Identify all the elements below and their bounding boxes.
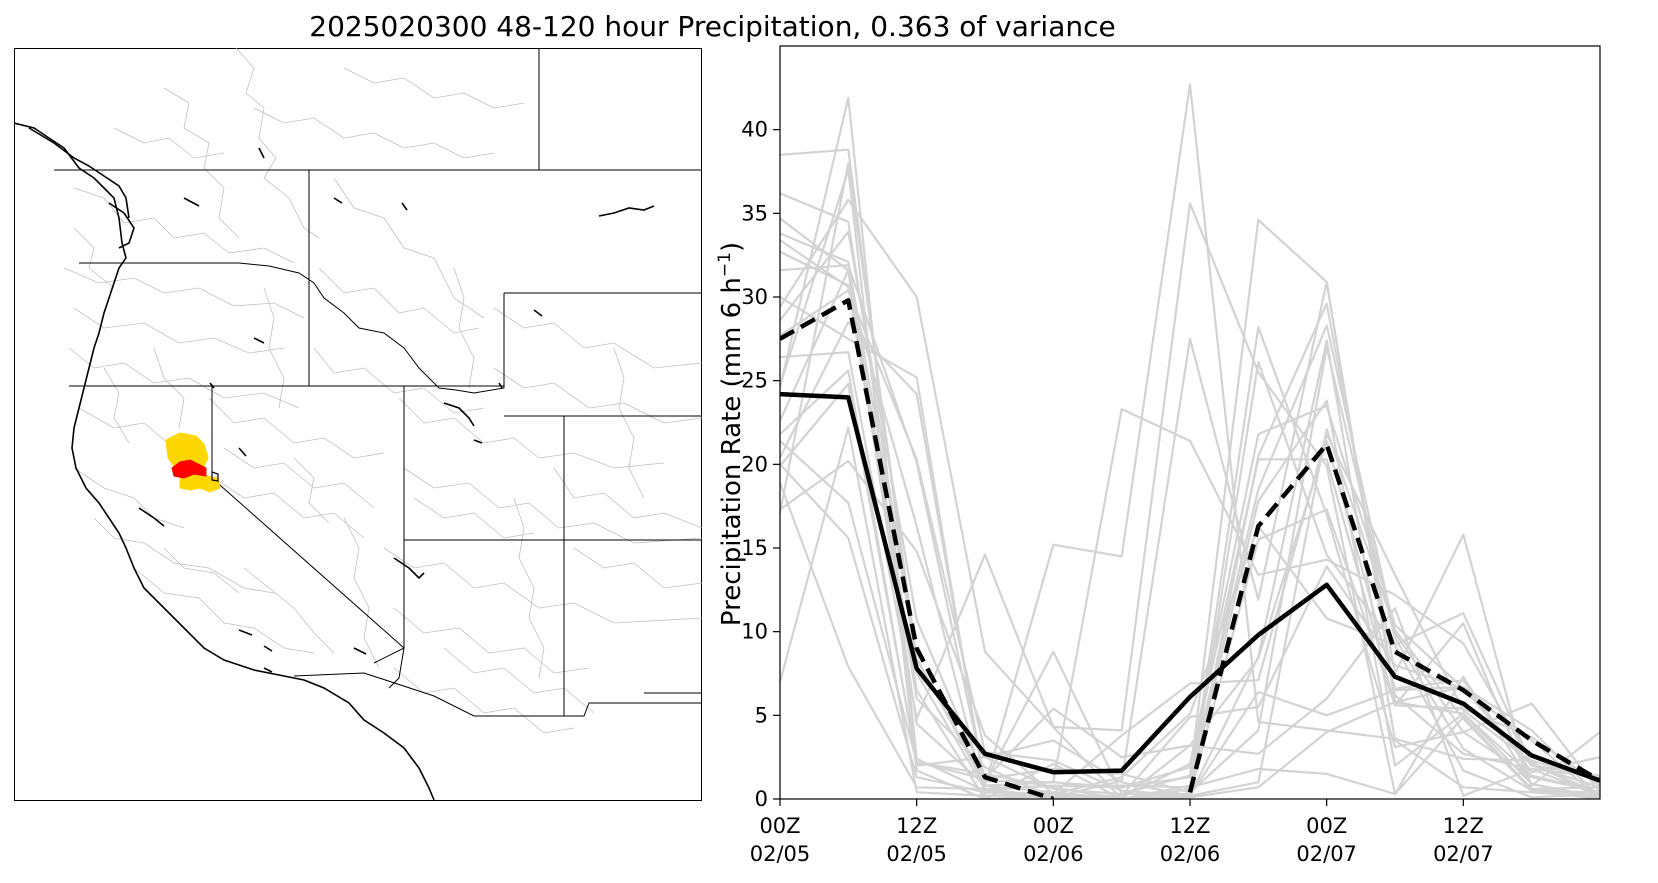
plot-frame [779,45,1601,800]
x-tick-label-date: 02/07 [1433,842,1494,866]
y-axis-label: Precipitation Rate (mm 6 h−1) [715,242,747,626]
ensemble-member-lines [780,83,1600,799]
ensemble-member-line-17 [780,296,1600,793]
basin-map [14,48,702,801]
ensemble-member-line-7 [780,202,1600,799]
state-borders [54,48,702,717]
map-frame [14,48,702,801]
precip-chart: Precipitation Rate (mm 6 h−1) 0 5 10 15 20 25… [715,45,1601,866]
x-tick-label-date: 02/06 [1160,842,1221,866]
y-tick-label: 25 [741,369,768,393]
x-tick-label-date: 02/06 [1023,842,1084,866]
y-tick-label: 35 [741,201,768,225]
x-tick-label-date: 02/05 [886,842,947,866]
ensemble-member-line-23 [780,264,1600,789]
ensemble-member-line-8 [780,321,1600,797]
basin-high [171,459,207,479]
mean-line [780,391,1600,783]
ensemble-member-line-19 [780,168,1600,799]
x-tick-label-date: 02/05 [750,842,811,866]
y-axis: 0 5 10 15 20 25 30 35 40 [741,118,780,811]
basin-medium-north [165,432,209,469]
ensemble-member-line-5 [780,83,1600,787]
y-tick-label: 0 [755,787,768,811]
y-tick-label: 15 [741,536,768,560]
x-tick-label-time: 12Z [1169,814,1210,838]
x-tick-label-time: 00Z [759,814,800,838]
y-tick-label: 20 [741,452,768,476]
x-axis: 00Z 02/05 12Z 02/05 00Z 02/06 12Z 02/06 00Z 02/07… [750,799,1494,866]
y-tick-label: 5 [755,703,768,727]
x-tick-label-time: 12Z [1443,814,1484,838]
dashed-line [780,298,1600,799]
figure-title: 2025020300 48-120 hour Precipitation, 0.… [309,10,1116,43]
y-tick-label: 40 [741,118,768,142]
highlighted-basins [165,432,221,493]
x-tick-label-date: 02/07 [1296,842,1357,866]
coastline-and-lakes [14,122,655,801]
ensemble-member-line-21 [780,463,1600,799]
y-tick-label: 10 [741,620,768,644]
x-tick-label-time: 12Z [896,814,937,838]
summary-lines [780,298,1600,799]
ensemble-member-line-20 [780,369,1600,799]
y-tick-label: 30 [741,285,768,309]
ensemble-member-line-12 [780,433,1600,799]
x-tick-label-time: 00Z [1033,814,1074,838]
basin-small-outline [211,471,219,482]
x-tick-label-time: 00Z [1306,814,1347,838]
hydrologic-basin-outlines [63,48,702,734]
